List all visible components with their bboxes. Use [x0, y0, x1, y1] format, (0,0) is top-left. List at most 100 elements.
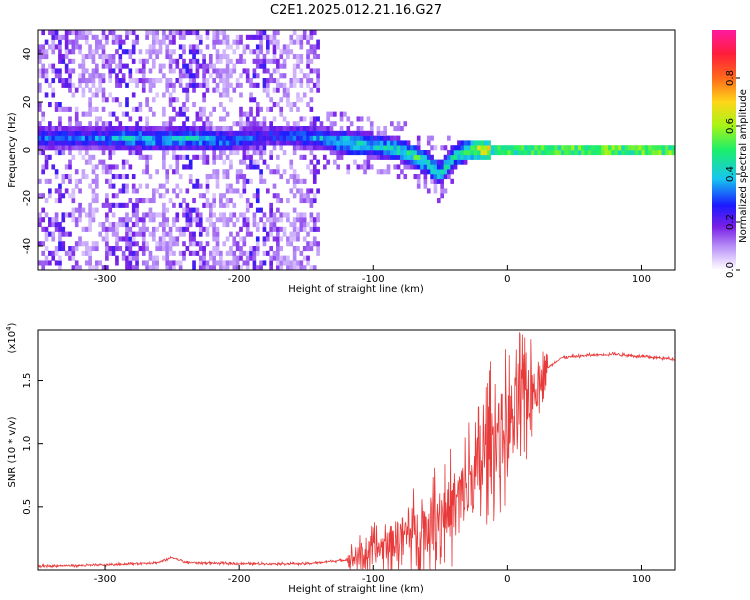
heatmap-cell — [222, 116, 227, 122]
heatmap-cell — [453, 164, 458, 170]
heatmap-cell — [269, 207, 273, 213]
heatmap-cell — [265, 188, 270, 194]
heatmap-cell — [131, 202, 136, 208]
heatmap-cell — [390, 145, 394, 151]
heatmap-cell — [91, 78, 96, 84]
heatmap-cell — [326, 111, 330, 117]
snr-multiplier-base: (x10 — [7, 331, 18, 354]
heatmap-cell — [145, 246, 149, 252]
heatmap-cell — [416, 174, 421, 180]
heatmap-cell — [145, 140, 149, 146]
heatmap-cell — [245, 217, 250, 223]
heatmap-cell — [282, 140, 287, 146]
heatmap-cell — [369, 135, 374, 141]
heatmap-cell — [440, 145, 444, 151]
heatmap-cell — [269, 78, 273, 84]
heatmap-cell — [94, 265, 99, 270]
heatmap-cell — [145, 116, 149, 122]
heatmap-cell — [178, 30, 183, 36]
heatmap-cell — [192, 49, 196, 55]
heatmap-cell — [48, 250, 52, 256]
heatmap-cell — [225, 39, 230, 45]
heatmap-cell — [151, 126, 156, 132]
heatmap-cell — [369, 145, 374, 151]
heatmap-cell — [74, 116, 79, 122]
heatmap-cell — [420, 159, 424, 165]
heatmap-cell — [58, 193, 62, 199]
heatmap-cell — [577, 150, 582, 156]
heatmap-cell — [175, 260, 180, 266]
heatmap-cell — [316, 159, 320, 165]
heatmap-cell — [115, 202, 119, 208]
heatmap-cell — [262, 63, 267, 69]
heatmap-cell — [329, 121, 334, 127]
heatmap-cell — [299, 250, 304, 256]
heatmap-cell — [252, 58, 257, 64]
heatmap-cell — [306, 135, 310, 141]
heatmap-cell — [44, 140, 49, 146]
heatmap-cell — [168, 198, 173, 204]
heatmap-cell — [242, 58, 247, 64]
heatmap-cell — [299, 260, 304, 266]
heatmap-cell — [302, 178, 307, 184]
heatmap-cell — [145, 102, 149, 108]
heatmap-cell — [48, 217, 52, 223]
heatmap-cell — [245, 255, 250, 261]
heatmap-cell — [420, 150, 424, 156]
heatmap-cell — [64, 49, 69, 55]
heatmap-cell — [594, 145, 599, 151]
heatmap-cell — [292, 169, 297, 175]
heatmap-cell — [255, 130, 260, 136]
heatmap-cell — [433, 188, 438, 194]
heatmap-cell — [312, 82, 317, 88]
heatmap-cell — [286, 255, 290, 261]
heatmap-cell — [162, 34, 166, 40]
heatmap-cell — [262, 222, 267, 228]
heatmap-cell — [329, 111, 334, 117]
heatmap-cell — [58, 44, 62, 50]
heatmap-cell — [510, 145, 515, 151]
heatmap-cell — [148, 207, 153, 213]
heatmap-cell — [175, 241, 180, 247]
heatmap-cell — [436, 174, 441, 180]
heatmap-cell — [222, 217, 227, 223]
heatmap-cell — [262, 34, 267, 40]
heatmap-cell — [212, 68, 216, 74]
heatmap-cell — [195, 111, 200, 117]
heatmap-cell — [259, 265, 263, 270]
heatmap-cell — [54, 226, 59, 232]
heatmap-cell — [208, 212, 213, 218]
heatmap-cell — [44, 246, 49, 252]
heatmap-cell — [44, 145, 49, 151]
heatmap-cell — [108, 63, 113, 69]
heatmap-cell — [74, 121, 79, 127]
heatmap-cell — [68, 106, 72, 112]
heatmap-cell — [547, 150, 552, 156]
heatmap-cell — [88, 126, 92, 132]
heatmap-cell — [38, 82, 42, 88]
heatmap-cell — [74, 130, 79, 136]
heatmap-cell — [148, 106, 153, 112]
heatmap-cell — [249, 159, 253, 165]
heatmap-cell — [262, 150, 267, 156]
heatmap-cell — [155, 145, 159, 151]
heatmap-cell — [81, 92, 86, 98]
heatmap-cell — [101, 222, 106, 228]
heatmap-cell — [255, 265, 260, 270]
heatmap-cell — [299, 222, 304, 228]
heatmap-cell — [507, 150, 512, 156]
heatmap-cell — [219, 135, 223, 141]
heatmap-cell — [131, 150, 136, 156]
heatmap-cell — [88, 97, 92, 103]
heatmap-cell — [245, 111, 250, 117]
heatmap-cell — [121, 111, 126, 117]
heatmap-cell — [292, 193, 297, 199]
heatmap-cell — [131, 130, 136, 136]
heatmap-cell — [168, 246, 173, 252]
heatmap-cell — [48, 260, 52, 266]
heatmap-cell — [373, 150, 377, 156]
heatmap-cell — [460, 150, 465, 156]
heatmap-cell — [255, 140, 260, 146]
heatmap-cell — [276, 126, 280, 132]
heatmap-cell — [165, 222, 170, 228]
